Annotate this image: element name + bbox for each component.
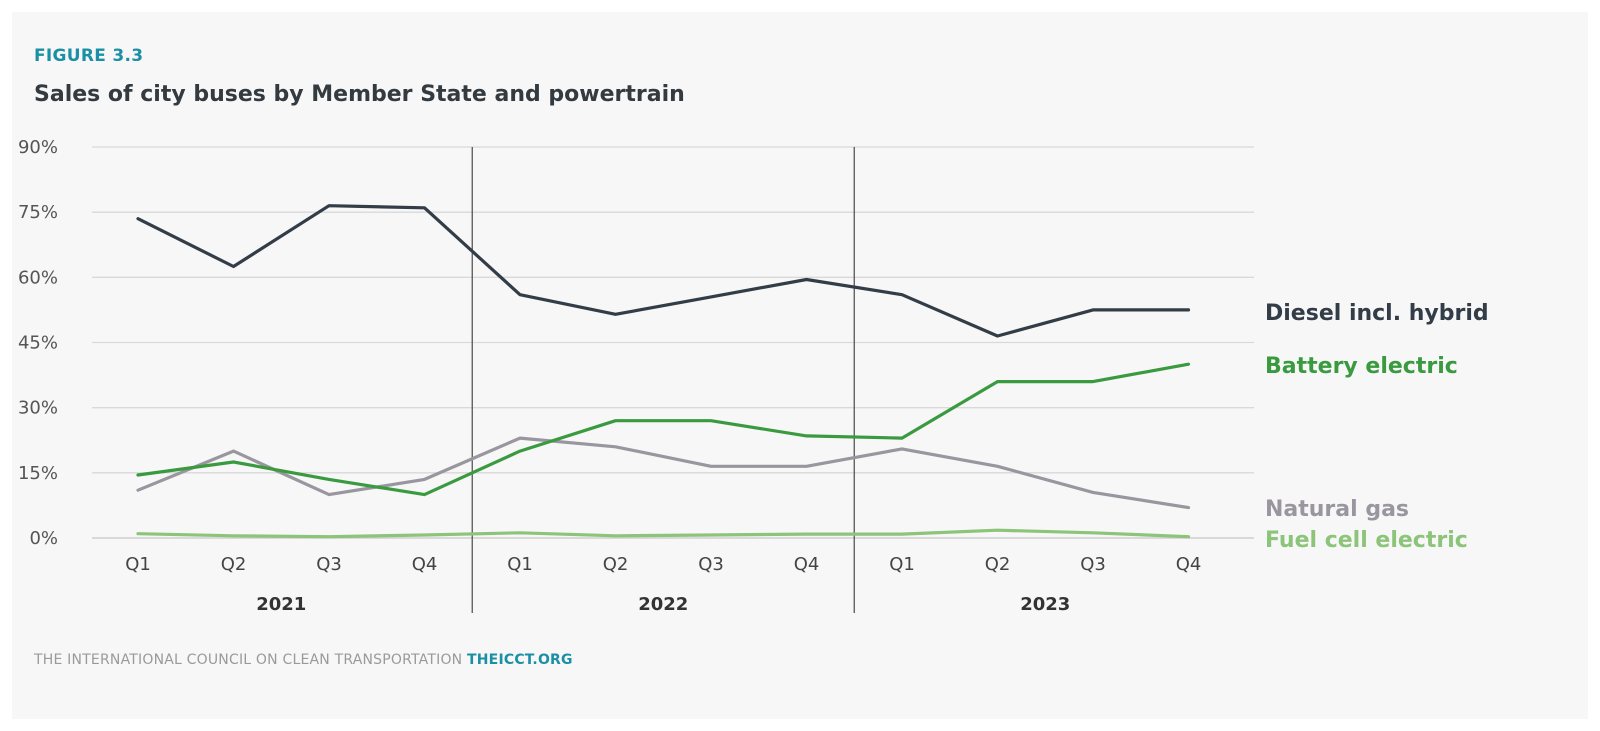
series-line-battery-electric	[136, 362, 1191, 497]
footer-source: THE INTERNATIONAL COUNCIL ON CLEAN TRANS…	[34, 652, 463, 668]
footer-org-link[interactable]: THEICCT.ORG	[467, 652, 573, 668]
x-tick-label: Q4	[412, 554, 438, 575]
figure-card: FIGURE 3.3 Sales of city buses by Member…	[12, 12, 1588, 719]
series-line-diesel-incl-hybrid	[136, 204, 1191, 338]
figure-number: FIGURE 3.3	[34, 46, 144, 66]
x-tick-label: Q2	[603, 554, 629, 575]
y-tick-label: 30%	[18, 398, 58, 419]
grid-lines	[92, 146, 1254, 539]
x-axis: Q1 Q2 Q3 Q4 Q1 Q2 Q3 Q4 Q1 Q2 Q3 Q4 2021 2022 2023	[125, 554, 1201, 615]
x-group-label: 2023	[1020, 594, 1070, 615]
y-axis: 0% 15% 30% 45% 60% 75% 90%	[18, 137, 58, 549]
x-group-label: 2022	[638, 594, 688, 615]
y-tick-label: 90%	[18, 137, 58, 158]
y-tick-label: 60%	[18, 267, 58, 288]
y-tick-label: 0%	[29, 528, 58, 549]
series-label: Battery electric	[1265, 354, 1458, 379]
x-tick-label: Q3	[316, 554, 342, 575]
x-tick-label: Q4	[1176, 554, 1202, 575]
figure-title: Sales of city buses by Member State and …	[34, 82, 685, 107]
x-tick-label: Q1	[889, 554, 915, 575]
x-group-label: 2021	[256, 594, 306, 615]
x-tick-label: Q3	[698, 554, 724, 575]
x-tick-label: Q2	[985, 554, 1011, 575]
series-labels: Diesel incl. hybrid Battery electric Natur…	[1265, 301, 1489, 553]
series-lines	[136, 204, 1191, 539]
x-tick-label: Q3	[1080, 554, 1106, 575]
series-line-natural-gas	[136, 436, 1191, 510]
x-tick-label: Q1	[507, 554, 533, 575]
line-chart: 0%15%30%45%60%75%90% Q1 Q2 Q3 Q4 Q1 Q2 Q3 Q4 Q1 Q…	[18, 137, 1489, 615]
year-dividers	[471, 147, 855, 613]
x-tick-label: Q1	[125, 554, 151, 575]
series-line-fuel-cell-electric	[136, 528, 1191, 539]
x-tick-label: Q2	[221, 554, 247, 575]
y-tick-label: 45%	[18, 333, 58, 354]
series-label: Fuel cell electric	[1265, 528, 1468, 553]
footer: THE INTERNATIONAL COUNCIL ON CLEAN TRANS…	[34, 652, 573, 668]
y-tick-label: 75%	[18, 202, 58, 223]
y-tick-label: 15%	[18, 463, 58, 484]
series-label: Diesel incl. hybrid	[1265, 301, 1489, 326]
x-tick-label: Q4	[794, 554, 820, 575]
series-label: Natural gas	[1265, 497, 1409, 522]
